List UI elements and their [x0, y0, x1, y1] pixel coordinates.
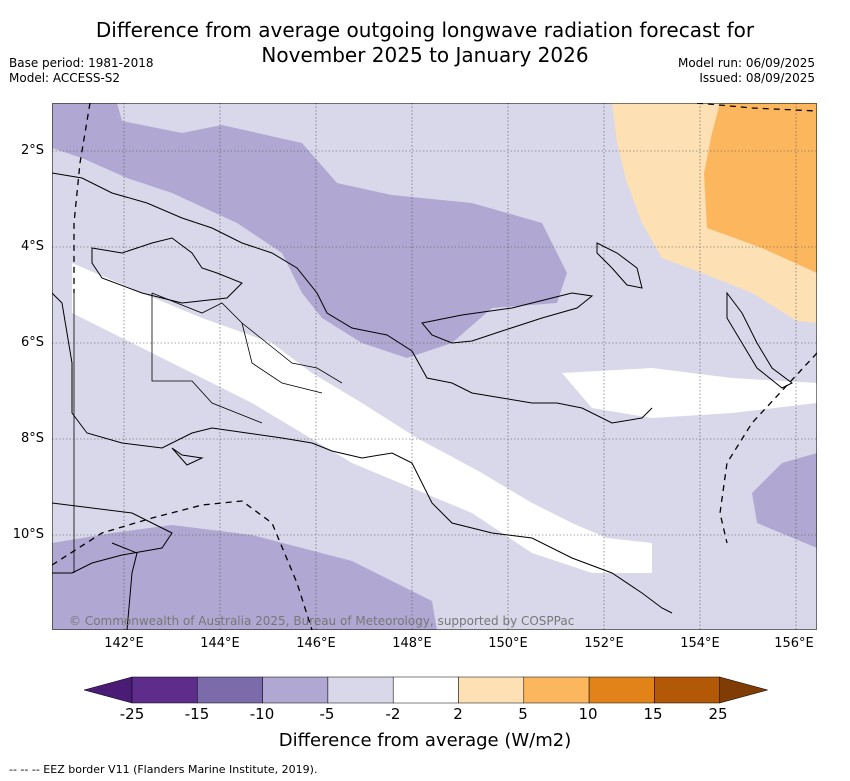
anomaly-region-neutral-east [562, 368, 817, 418]
map-title: Difference from average outgoing longwav… [95, 18, 755, 67]
colorbar-segment [197, 676, 263, 704]
colorbar-segment [588, 676, 655, 704]
anomaly-region-medium-purple-north [52, 103, 567, 358]
model-run: Model run: 06/09/2025 [677, 56, 815, 70]
anomaly-region-medium-purple-south [52, 525, 437, 630]
anomaly-region-medium-purple-east [752, 453, 817, 548]
colorbar-label: -5 [319, 705, 335, 723]
lon-tick-142e: 142°E [104, 636, 144, 651]
lon-tick-156e: 156°E [774, 636, 814, 651]
lat-tick-6s: 6°S [20, 335, 44, 350]
olr-anomaly-map [52, 103, 817, 630]
lat-tick-2s: 2°S [20, 143, 44, 158]
lat-tick-10s: 10°S [12, 527, 44, 542]
lon-tick-144e: 144°E [200, 636, 240, 651]
colorbar-segment [654, 676, 720, 704]
lon-tick-154e: 154°E [680, 636, 720, 651]
colorbar-label: 2 [453, 705, 463, 723]
copyright-notice: © Commonwealth of Australia 2025, Bureau… [69, 614, 575, 628]
eez-legend-note: -- -- -- EEZ border V11 (Flanders Marine… [9, 763, 318, 776]
colorbar-label: -25 [119, 705, 145, 723]
lon-tick-150e: 150°E [488, 636, 528, 651]
coastlines [52, 172, 793, 630]
colorbar-label: 5 [518, 705, 528, 723]
lon-tick-146e: 146°E [296, 636, 336, 651]
colorbar-segment [327, 676, 394, 704]
colorbar-segment [262, 676, 329, 704]
base-period: Base period: 1981-2018 [9, 56, 154, 70]
colorbar-segment [131, 676, 198, 704]
eez-borders [52, 103, 817, 630]
anomaly-region-neutral-centre [72, 263, 652, 573]
model-name: Model: ACCESS-S2 [9, 71, 121, 85]
map-frame [52, 103, 817, 630]
colorbar-extend-low [84, 676, 133, 704]
lon-tick-152e: 152°E [584, 636, 624, 651]
map-gridlines [52, 103, 817, 630]
colorbar-extend-high [719, 676, 768, 704]
colorbar-label: -15 [184, 705, 210, 723]
meta-left: Base period: 1981-2018 Model: ACCESS-S2 [9, 56, 154, 86]
colorbar-label: -2 [385, 705, 401, 723]
anomaly-region-orange [704, 103, 817, 273]
lat-tick-8s: 8°S [20, 431, 44, 446]
lat-tick-4s: 4°S [20, 239, 44, 254]
colorbar-label: 10 [578, 705, 598, 723]
meta-right: Model run: 06/09/2025 Issued: 08/09/2025 [678, 56, 815, 86]
colorbar-segment [523, 676, 590, 704]
issued-date: Issued: 08/09/2025 [699, 71, 815, 85]
colorbar-label: 25 [708, 705, 728, 723]
colorbar-label: 15 [643, 705, 663, 723]
province-borders [73, 292, 343, 573]
colorbar-segment [392, 676, 459, 704]
colorbar-label: -10 [249, 705, 275, 723]
colorbar-segment [458, 676, 525, 704]
colorbar-title: Difference from average (W/m2) [278, 730, 572, 751]
colorbar [84, 676, 768, 704]
lon-tick-148e: 148°E [392, 636, 432, 651]
